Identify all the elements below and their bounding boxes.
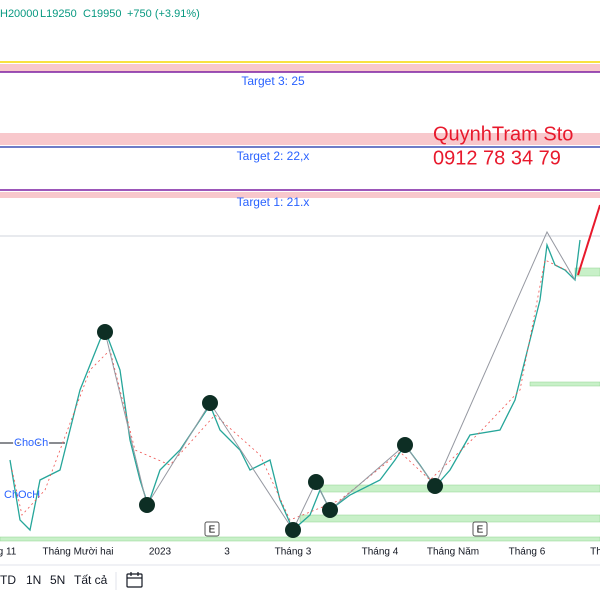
event-marker[interactable]	[472, 521, 488, 537]
x-axis-label: Tháng Mười hai	[42, 547, 113, 558]
event-label: E	[477, 525, 484, 536]
target-zone	[0, 192, 600, 198]
choch-label: ChoCh	[14, 437, 48, 449]
ohlc-high: H20000	[0, 8, 39, 20]
range-button[interactable]: Tất cả	[74, 573, 108, 587]
watermark-name: QuynhTram Sto	[433, 123, 573, 145]
x-axis-label: Tháng 6	[509, 547, 546, 558]
ohlc-change: +750 (+3.91%)	[127, 8, 200, 20]
demand-zones	[0, 267, 600, 542]
watermark-phone: 0912 78 34 79	[433, 147, 561, 169]
target-zone	[0, 64, 600, 72]
range-button[interactable]: TD	[0, 573, 16, 587]
x-axis-label: Tháng Năm	[427, 547, 479, 558]
event-marker[interactable]	[204, 521, 220, 537]
ohlc-low: L19250	[40, 8, 77, 20]
target-label: Target 3: 25	[241, 74, 305, 88]
target-label: Target 2: 22,x	[237, 149, 310, 163]
x-axis-label: Tháng 4	[362, 547, 399, 558]
projection	[577, 204, 600, 276]
choch-label: ChOcH	[4, 489, 40, 501]
price-line-red	[11, 259, 571, 521]
swing-points	[97, 324, 443, 538]
x-axis-label: g 11	[0, 547, 17, 558]
range-button[interactable]: 1N	[26, 573, 41, 587]
x-axis-label: 2023	[149, 547, 172, 558]
calendar-button[interactable]	[126, 572, 143, 588]
zigzag	[104, 230, 576, 532]
target-label: Target 1: 21.x	[237, 195, 310, 209]
x-axis-label: Tháng 3	[275, 547, 312, 558]
target-zone	[0, 133, 600, 145]
range-button[interactable]: 5N	[50, 573, 65, 587]
x-axis-label: Th	[590, 547, 600, 558]
x-axis-label: 3	[224, 547, 230, 558]
ohlc-close: C19950	[83, 8, 122, 20]
event-label: E	[209, 525, 216, 536]
